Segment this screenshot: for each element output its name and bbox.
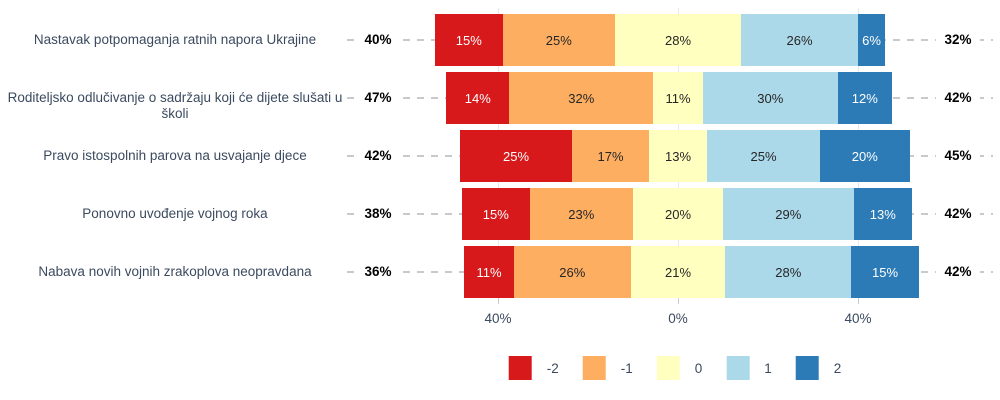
category-label: Pravo istospolnih parova na usvajanje dj… (43, 148, 307, 163)
x-axis-tick (497, 298, 499, 304)
bar-segment-minus2: 11% (464, 246, 514, 298)
bar-segment-2: 12% (837, 72, 892, 124)
bar-segment-minus2: 25% (459, 130, 573, 182)
bar-segment-2: 15% (851, 246, 919, 298)
left-total-label: 38% (356, 205, 400, 223)
legend-swatch (508, 356, 532, 380)
legend-item: -1 (582, 356, 633, 380)
legend-label: -1 (620, 360, 633, 376)
x-axis-tick (677, 298, 679, 304)
bar-segment-1: 30% (702, 72, 838, 124)
right-total-label: 42% (936, 205, 980, 223)
x-axis-tick-label: 0% (668, 311, 688, 326)
bar-segment-1: 29% (723, 188, 854, 240)
legend-swatch (795, 356, 819, 380)
stacked-bar: 25% 17% 13% 25% 20% (459, 130, 910, 182)
left-total-label: 40% (356, 31, 400, 49)
right-total-label: 42% (936, 263, 980, 281)
bar-segment-0: 20% (633, 188, 723, 240)
legend-item: 2 (795, 356, 842, 380)
bar-segment-minus1: 17% (572, 130, 649, 182)
legend-swatch (726, 356, 750, 380)
bar-segment-minus2: 15% (462, 188, 530, 240)
left-total-label: 42% (356, 147, 400, 165)
legend-swatch (582, 356, 606, 380)
bar-segment-minus1: 26% (513, 246, 631, 298)
legend-item: 0 (656, 356, 703, 380)
bar-segment-2: 20% (819, 130, 910, 182)
x-axis-tick (857, 298, 859, 304)
bar-segment-minus1: 25% (502, 14, 615, 66)
left-total-label: 47% (356, 89, 400, 107)
right-total-label: 45% (936, 147, 980, 165)
bar-segment-1: 25% (707, 130, 820, 182)
bar-segment-minus1: 23% (529, 188, 633, 240)
bar-segment-minus1: 32% (509, 72, 654, 124)
bar-segment-2: 13% (853, 188, 912, 240)
bar-segment-0: 28% (615, 14, 741, 66)
stacked-bar: 15% 25% 28% 26% 6% (435, 14, 885, 66)
stacked-bar: 14% 32% 11% 30% 12% (446, 72, 892, 124)
stacked-bar: 11% 26% 21% 28% 15% (464, 246, 919, 298)
bar-segment-1: 28% (725, 246, 852, 298)
x-axis-tick-label: 40% (844, 311, 872, 326)
legend-item: -2 (508, 356, 559, 380)
bar-segment-2: 6% (858, 14, 885, 66)
x-axis-tick-label: 40% (484, 311, 512, 326)
category-label: Roditeljsko odlučivanje o sadržaju koji … (7, 90, 343, 122)
bar-segment-1: 26% (741, 14, 858, 66)
right-total-label: 32% (936, 31, 980, 49)
bar-segment-minus2: 14% (446, 72, 510, 124)
category-label: Ponovno uvođenje vojnog roka (82, 206, 268, 221)
category-label: Nabava novih vojnih zrakoplova neopravda… (38, 264, 312, 279)
legend-item: 1 (726, 356, 772, 380)
bar-segment-0: 13% (648, 130, 708, 182)
legend-label: -2 (546, 360, 559, 376)
legend-label: 0 (694, 360, 703, 376)
category-label: Nastavak potpomaganja ratnih napora Ukra… (33, 32, 317, 47)
bar-segment-0: 21% (630, 246, 726, 298)
legend-swatch (656, 356, 680, 380)
legend-label: 2 (833, 360, 842, 376)
stacked-bar: 15% 23% 20% 29% 13% (462, 188, 912, 240)
legend-label: 1 (764, 360, 772, 376)
bar-segment-0: 11% (653, 72, 703, 124)
left-total-label: 36% (356, 263, 400, 281)
right-total-label: 42% (936, 89, 980, 107)
legend: -2 -1 0 1 2 (508, 356, 842, 380)
bar-segment-minus2: 15% (435, 14, 503, 66)
